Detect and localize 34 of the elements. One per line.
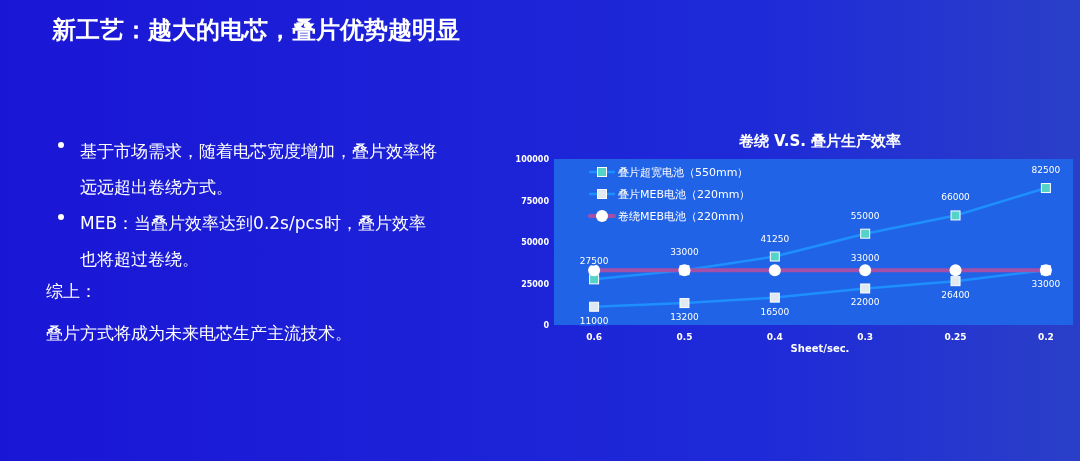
y-tick-label: 75000 [521,196,550,206]
data-label: 13200 [670,312,700,323]
data-label: 26400 [941,290,971,301]
x-axis-title: Sheet/sec. [790,343,850,354]
data-label: 41250 [760,233,790,244]
data-label: 22000 [850,297,880,308]
data-label: 33000 [850,253,880,264]
text: 综上： [46,280,97,303]
legend-label: 叠片超宽电池（550mm） [618,166,749,179]
text: 基于市场需求，随着电芯宽度增加，叠片效率将远远超出卷绕方式。 [80,140,438,199]
data-label: 16500 [760,306,790,317]
text: 新工艺：越大的电芯，叠片优势越明显 [52,15,460,46]
data-label: 33000 [670,247,700,258]
data-label: 33000 [1031,279,1061,290]
data-label: 27500 [579,256,609,267]
y-tick-label: 100000 [515,155,550,164]
x-tick-label: 0.25 [944,332,967,342]
x-tick-label: 0.5 [676,332,693,342]
text: 叠片方式将成为未来电芯生产主流技术。 [46,322,352,345]
data-label: 66000 [941,192,971,203]
y-tick-label: 25000 [521,279,550,289]
x-tick-label: 0.3 [857,332,874,342]
data-label: 55000 [850,210,880,221]
text: MEB：当叠片效率达到0.2s/pcs时，叠片效率也将超过卷绕。 [80,212,427,271]
data-label: 11000 [579,315,609,326]
x-tick-label: 0.2 [1037,332,1054,342]
y-tick-label: 50000 [521,238,550,247]
data-label: 82500 [1031,165,1061,176]
y-tick-label: 0 [543,321,550,330]
x-tick-label: 0.4 [766,332,783,342]
legend-label: 卷绕MEB电池（220mm） [618,210,751,223]
chart-title: 卷绕 V.S. 叠片生产效率 [737,132,902,150]
legend-label: 叠片MEB电池（220mm） [618,188,751,201]
x-tick-label: 0.6 [586,332,603,342]
